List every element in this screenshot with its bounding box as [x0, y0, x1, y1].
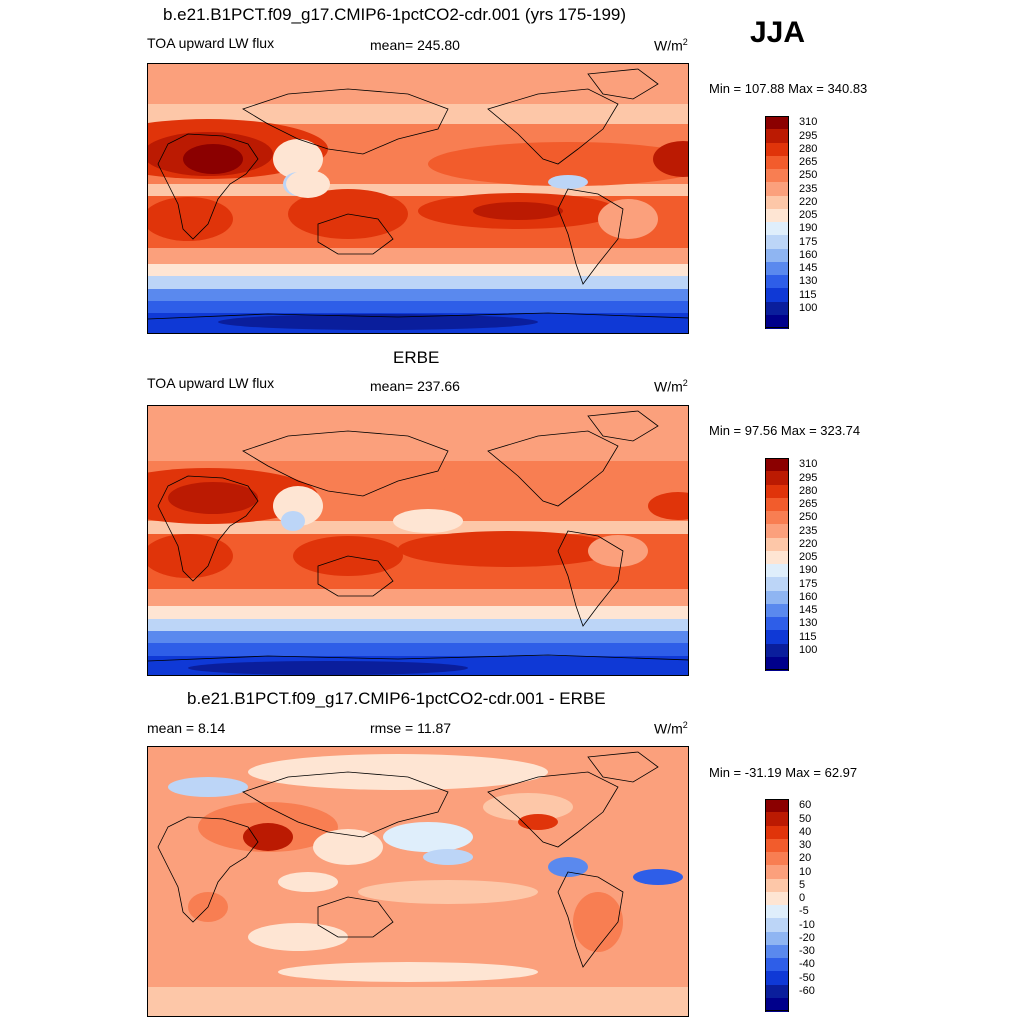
colorbar-tick-label: 190	[799, 564, 818, 577]
panel-diff-rmse: rmse = 11.87	[370, 720, 452, 736]
colorbar-tick-label: 50	[799, 812, 812, 825]
panel-model-minmax: Min = 107.88 Max = 340.83	[709, 81, 868, 96]
colorbar-frame	[765, 116, 789, 328]
map-model-toa-lw	[147, 63, 689, 334]
colorbar-tick-label: 10	[799, 865, 812, 878]
colorbar-tick-label: 220	[799, 537, 818, 550]
colorbar-tick-label: -30	[799, 945, 815, 957]
colorbar-tick-label: 250	[799, 511, 818, 524]
panel-obs-mean: mean= 237.66	[370, 378, 460, 394]
colorbar-diff	[765, 799, 789, 1012]
panel-model-mean: mean= 245.80	[370, 37, 460, 53]
colorbar-model	[765, 116, 789, 329]
colorbar-tick-label: 20	[799, 852, 812, 865]
panel-diff-units: W/m2	[654, 720, 688, 737]
map-obs-field	[148, 406, 688, 675]
colorbar-tick-label: 235	[799, 524, 818, 537]
colorbar-tick-label: 205	[799, 209, 818, 221]
colorbar-tick-label: -50	[799, 971, 815, 984]
colorbar-tick-label: 295	[799, 129, 818, 142]
panel-model-title: b.e21.B1PCT.f09_g17.CMIP6-1pctCO2-cdr.00…	[163, 5, 627, 24]
colorbar-tick-label: -10	[799, 918, 815, 931]
colorbar-tick-label: -40	[799, 958, 815, 971]
panel-diff-minmax: Min = -31.19 Max = 62.97	[709, 765, 858, 780]
colorbar-tick-label: 115	[799, 630, 817, 643]
colorbar-tick-label: 220	[799, 195, 818, 208]
colorbar-tick-label: 235	[799, 182, 818, 195]
colorbar-obs	[765, 458, 789, 671]
panel-obs-variable: TOA upward LW flux	[147, 375, 275, 391]
colorbar-tick-label: 205	[799, 551, 818, 563]
colorbar-tick-label: 265	[799, 498, 818, 510]
panel-obs-minmax: Min = 97.56 Max = 323.74	[709, 423, 861, 438]
colorbar-tick-label: 310	[799, 116, 818, 129]
colorbar-tick-label: 100	[799, 301, 818, 314]
colorbar-tick-label: 60	[799, 799, 812, 812]
panel-diff-mean: mean = 8.14	[147, 720, 226, 736]
colorbar-tick-label: 5	[799, 878, 806, 891]
colorbar-tick-label: 160	[799, 248, 818, 261]
panel-obs-units: W/m2	[654, 378, 688, 395]
colorbar-tick-label: -60	[799, 984, 815, 997]
colorbar-tick-label: 160	[799, 590, 818, 603]
panel-model-variable: TOA upward LW flux	[147, 35, 275, 51]
colorbar-tick-label: -5	[799, 905, 809, 918]
colorbar-tick-label: 40	[799, 825, 812, 838]
colorbar-tick-label: 100	[799, 643, 818, 656]
colorbar-tick-label: 280	[799, 142, 818, 155]
colorbar-tick-label: 30	[799, 839, 812, 851]
season-label: JJA	[750, 16, 806, 49]
colorbar-tick-label: 0	[799, 892, 806, 904]
colorbar-tick-label: 130	[799, 275, 818, 288]
colorbar-tick-label: 115	[799, 288, 817, 301]
map-diff-toa-lw	[147, 746, 689, 1017]
colorbar-tick-label: 265	[799, 156, 818, 168]
colorbar-tick-label: -20	[799, 931, 815, 944]
colorbar-tick-label: 130	[799, 617, 818, 630]
colorbar-tick-label: 175	[799, 235, 818, 248]
colorbar-tick-label: 175	[799, 577, 818, 590]
panel-obs-title: ERBE	[393, 348, 440, 367]
panel-model-units: W/m2	[654, 37, 688, 54]
panel-diff-title: b.e21.B1PCT.f09_g17.CMIP6-1pctCO2-cdr.00…	[187, 689, 606, 708]
colorbar-tick-label: 295	[799, 471, 818, 484]
map-diff-field	[148, 747, 688, 1016]
colorbar-tick-label: 310	[799, 458, 818, 471]
colorbar-frame	[765, 799, 789, 1011]
colorbar-tick-label: 145	[799, 262, 818, 274]
map-model-field	[148, 64, 688, 333]
colorbar-tick-label: 190	[799, 222, 818, 235]
map-obs-toa-lw	[147, 405, 689, 676]
colorbar-tick-label: 145	[799, 604, 818, 616]
colorbar-tick-label: 280	[799, 484, 818, 497]
colorbar-tick-label: 250	[799, 169, 818, 182]
colorbar-frame	[765, 458, 789, 670]
